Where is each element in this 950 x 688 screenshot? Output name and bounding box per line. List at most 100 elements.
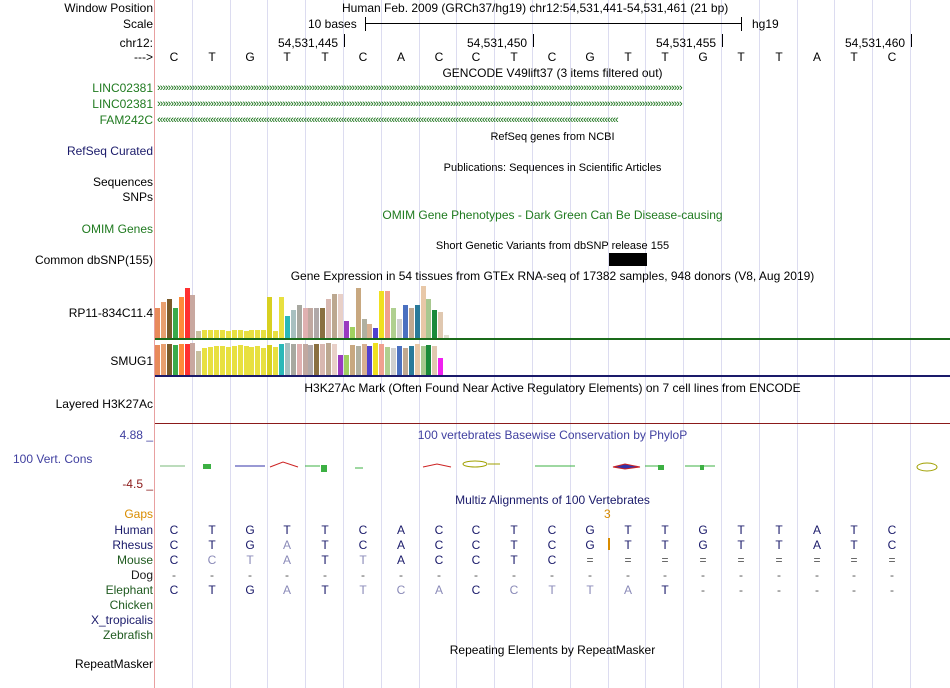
gtex-tissue-bar[interactable]	[308, 308, 313, 338]
gtex-tissue-bar[interactable]	[362, 319, 367, 338]
gene-track-linc02381-2[interactable]: ››››››››››››››››››››››››››››››››››››››››…	[157, 98, 683, 110]
gtex-tissue-bar[interactable]	[421, 286, 426, 338]
dbsnp-label[interactable]: Common dbSNP(155)	[34, 253, 153, 267]
gtex-tissue-bar[interactable]	[273, 331, 278, 338]
gencode-title[interactable]: GENCODE V49lift37 (3 items filtered out)	[442, 66, 663, 80]
gtex-tissue-bar[interactable]	[220, 330, 225, 338]
gtex-tissue-bar[interactable]	[190, 295, 195, 338]
gtex-tissue-bar[interactable]	[344, 321, 349, 338]
gtex-tissue-bar[interactable]	[208, 330, 213, 338]
species-label[interactable]: Zebrafish	[102, 628, 153, 642]
gtex-tissue-bar[interactable]	[173, 345, 178, 375]
gtex-tissue-bar[interactable]	[267, 297, 272, 338]
gtex-tissue-bar[interactable]	[303, 308, 308, 338]
gtex-tissue-bar[interactable]	[232, 346, 237, 375]
gtex-tissue-bar[interactable]	[409, 346, 414, 375]
gtex-tissue-bar[interactable]	[161, 344, 166, 375]
snps-label[interactable]: SNPs	[122, 190, 153, 204]
gtex-tissue-bar[interactable]	[367, 324, 372, 338]
gtex-tissue-bar[interactable]	[185, 288, 190, 338]
repeat-title[interactable]: Repeating Elements by RepeatMasker	[449, 643, 656, 657]
gtex-tissue-bar[interactable]	[244, 331, 249, 338]
h3k27ac-title[interactable]: H3K27Ac Mark (Often Found Near Active Re…	[304, 381, 801, 395]
gtex-tissue-bar[interactable]	[332, 344, 337, 375]
gtex-tissue-bar[interactable]	[344, 355, 349, 375]
gtex-tissue-bar[interactable]	[385, 347, 390, 375]
gtex-tissue-bar[interactable]	[415, 344, 420, 375]
gtex-tissue-bar[interactable]	[373, 343, 378, 375]
refseq-title[interactable]: RefSeq genes from NCBI	[490, 131, 615, 143]
species-label[interactable]: X_tropicalis	[90, 613, 153, 627]
gene-label-linc02381-2[interactable]: LINC02381	[92, 97, 153, 111]
gtex-tissue-bar[interactable]	[308, 345, 313, 375]
gtex-tissue-bar[interactable]	[326, 299, 331, 338]
gtex-tissue-bar[interactable]	[403, 348, 408, 375]
species-label[interactable]: Mouse	[116, 553, 153, 567]
gtex-tissue-bar[interactable]	[338, 355, 343, 375]
gtex-tissue-bar[interactable]	[438, 312, 443, 338]
gtex-tissue-bar[interactable]	[415, 305, 420, 338]
h3k27ac-label[interactable]: Layered H3K27Ac	[55, 397, 153, 411]
gtex-tissue-bar[interactable]	[179, 297, 184, 338]
gtex-tissue-bar[interactable]	[249, 347, 254, 375]
gtex-tissue-bar[interactable]	[426, 299, 431, 338]
gtex-tissue-bar[interactable]	[202, 348, 207, 375]
gtex-tissue-bar[interactable]	[391, 348, 396, 375]
dbsnp-variant[interactable]	[609, 253, 647, 266]
gtex-tissue-bar[interactable]	[261, 330, 266, 338]
gtex-tissue-bar[interactable]	[297, 305, 302, 338]
gtex-tissue-bar[interactable]	[397, 346, 402, 375]
gtex-tissue-bar[interactable]	[279, 344, 284, 375]
multiz-title[interactable]: Multiz Alignments of 100 Vertebrates	[455, 493, 650, 507]
dbsnp-title[interactable]: Short Genetic Variants from dbSNP releas…	[435, 240, 670, 252]
omim-label[interactable]: OMIM Genes	[81, 222, 153, 236]
gtex-tissue-bar[interactable]	[214, 346, 219, 375]
gtex-tissue-bar[interactable]	[350, 345, 355, 375]
gtex-tissue-bar[interactable]	[267, 345, 272, 375]
gtex-tissue-bar[interactable]	[208, 347, 213, 375]
cons-label[interactable]: 100 Vert. Cons	[13, 452, 93, 466]
gtex-tissue-bar[interactable]	[173, 308, 178, 338]
gtex-tissue-bar[interactable]	[196, 351, 201, 375]
gtex-tissue-bar[interactable]	[385, 291, 390, 338]
gene-track-linc02381[interactable]: ››››››››››››››››››››››››››››››››››››››››…	[157, 82, 683, 94]
cons-wiggle[interactable]	[155, 455, 950, 479]
gtex-tissue-bar[interactable]	[167, 299, 172, 338]
gtex-tissue-bar[interactable]	[285, 343, 290, 375]
gtex-tissue-bar[interactable]	[291, 344, 296, 375]
species-label[interactable]: Human	[114, 523, 153, 537]
gtex-tissue-bar[interactable]	[220, 346, 225, 375]
gtex-tissue-bar[interactable]	[421, 346, 426, 375]
gtex-tissue-bar[interactable]	[297, 344, 302, 375]
species-label[interactable]: Chicken	[109, 598, 153, 612]
gtex-tissue-bar[interactable]	[320, 308, 325, 338]
gtex-tissue-bar[interactable]	[367, 346, 372, 375]
gtex-tissue-bar[interactable]	[379, 344, 384, 375]
gtex-panel-2[interactable]	[155, 341, 950, 378]
gtex-tissue-bar[interactable]	[356, 288, 361, 338]
gtex-tissue-bar[interactable]	[432, 310, 437, 338]
gtex-tissue-bar[interactable]	[303, 344, 308, 375]
gtex-tissue-bar[interactable]	[273, 347, 278, 375]
refseq-label[interactable]: RefSeq Curated	[66, 144, 153, 158]
gtex-tissue-bar[interactable]	[238, 330, 243, 338]
gtex-tissue-bar[interactable]	[279, 297, 284, 338]
gtex-tissue-bar[interactable]	[379, 291, 384, 338]
repeat-label[interactable]: RepeatMasker	[74, 657, 153, 671]
gtex-tissue-bar[interactable]	[249, 330, 254, 338]
gtex-tissue-bar[interactable]	[196, 331, 201, 338]
gtex-tissue-bar[interactable]	[255, 346, 260, 375]
gene-track-fam242c[interactable]: ‹‹‹‹‹‹‹‹‹‹‹‹‹‹‹‹‹‹‹‹‹‹‹‹‹‹‹‹‹‹‹‹‹‹‹‹‹‹‹‹…	[157, 114, 619, 126]
omim-title[interactable]: OMIM Gene Phenotypes - Dark Green Can Be…	[382, 208, 723, 222]
gtex-tissue-bar[interactable]	[320, 344, 325, 375]
gtex-tissue-bar[interactable]	[244, 346, 249, 375]
gtex-tissue-bar[interactable]	[155, 308, 160, 338]
gtex-tissue-bar[interactable]	[444, 335, 449, 338]
gtex-tissue-bar[interactable]	[332, 294, 337, 338]
gtex-panel-1[interactable]	[155, 283, 950, 340]
gtex-title[interactable]: Gene Expression in 54 tissues from GTEx …	[290, 269, 815, 283]
gtex-tissue-bar[interactable]	[226, 347, 231, 375]
gtex-tissue-bar[interactable]	[255, 330, 260, 338]
gtex-tissue-bar[interactable]	[403, 305, 408, 338]
gtex-gene-label-2[interactable]: SMUG1	[110, 354, 153, 368]
